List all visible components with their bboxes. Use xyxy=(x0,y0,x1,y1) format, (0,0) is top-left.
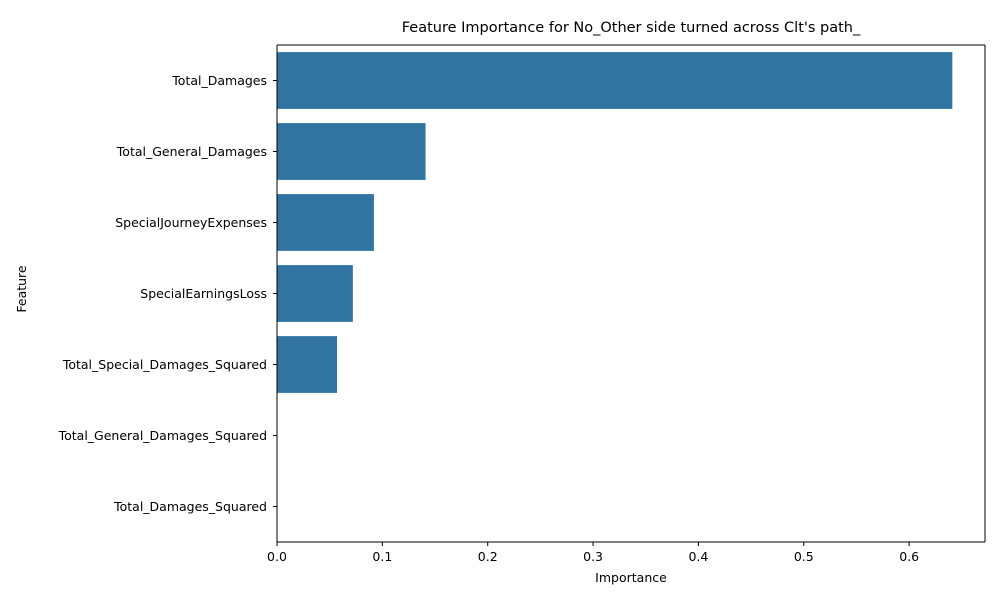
bar-specialearningsloss xyxy=(277,265,353,322)
y-tick-label: Total_Special_Damages_Squared xyxy=(62,357,267,372)
y-tick-label: SpecialEarningsLoss xyxy=(140,286,267,301)
bar-specialjourneyexpenses xyxy=(277,194,374,251)
bar-total-damages xyxy=(277,52,953,109)
x-tick-label: 0.1 xyxy=(372,549,392,564)
y-tick-label: Total_Damages xyxy=(171,73,267,88)
bars-group xyxy=(277,52,953,393)
x-tick-label: 0.3 xyxy=(583,549,603,564)
y-tick-label: Total_General_Damages_Squared xyxy=(58,428,267,443)
y-axis-label: Feature xyxy=(14,265,29,313)
bar-total-general-damages xyxy=(277,123,426,180)
x-tick-label: 0.0 xyxy=(267,549,287,564)
y-axis-ticks: Total_Damages Total_General_Damages Specia… xyxy=(58,73,277,514)
x-tick-label: 0.6 xyxy=(899,549,919,564)
x-tick-label: 0.5 xyxy=(794,549,814,564)
y-tick-label: Total_Damages_Squared xyxy=(113,499,267,514)
chart-title: Feature Importance for No_Other side tur… xyxy=(402,20,861,36)
x-axis-label: Importance xyxy=(595,570,667,585)
y-tick-label: SpecialJourneyExpenses xyxy=(115,215,267,230)
bar-total-special-damages-squared xyxy=(277,336,338,393)
y-tick-label: Total_General_Damages xyxy=(116,144,267,159)
x-tick-label: 0.2 xyxy=(478,549,498,564)
x-tick-label: 0.4 xyxy=(688,549,708,564)
x-axis-ticks: 0.0 0.1 0.2 0.3 0.4 0.5 0.6 xyxy=(267,542,919,564)
